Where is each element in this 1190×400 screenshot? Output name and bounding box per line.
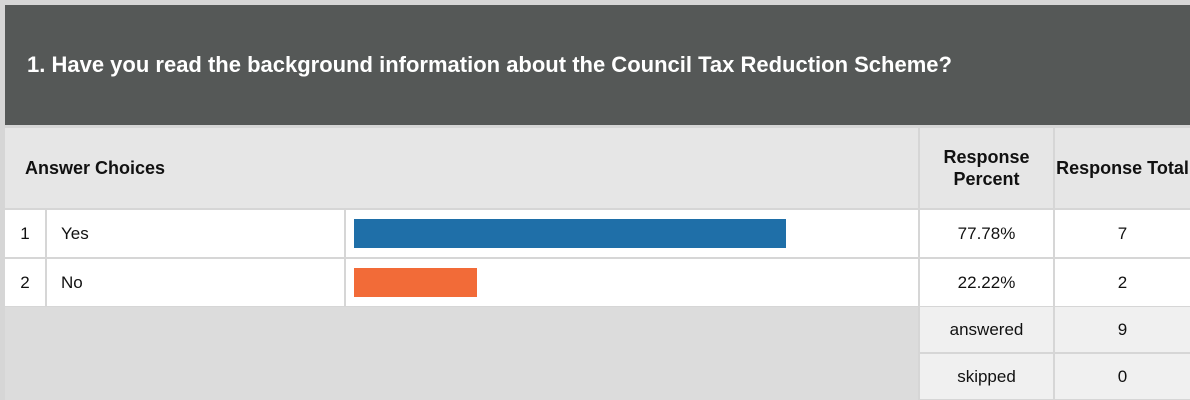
row-percent: 22.22% [920,259,1053,306]
row-index: 1 [5,210,45,257]
response-bar [354,219,786,248]
header-total: Response Total [1055,128,1190,208]
footer-value: 9 [1055,307,1190,352]
footer-blank [5,307,918,400]
row-answer: Yes [47,210,344,257]
header-answer: Answer Choices [5,128,918,208]
header-percent: Response Percent [920,128,1053,208]
row-percent: 77.78% [920,210,1053,257]
question-title: 1. Have you read the background informat… [5,5,1190,125]
row-answer: No [47,259,344,306]
footer-label: answered [920,307,1053,352]
row-index: 2 [5,259,45,306]
footer-value: 0 [1055,354,1190,399]
response-bar [354,268,478,297]
footer-label: skipped [920,354,1053,399]
row-total: 2 [1055,259,1190,306]
row-total: 7 [1055,210,1190,257]
